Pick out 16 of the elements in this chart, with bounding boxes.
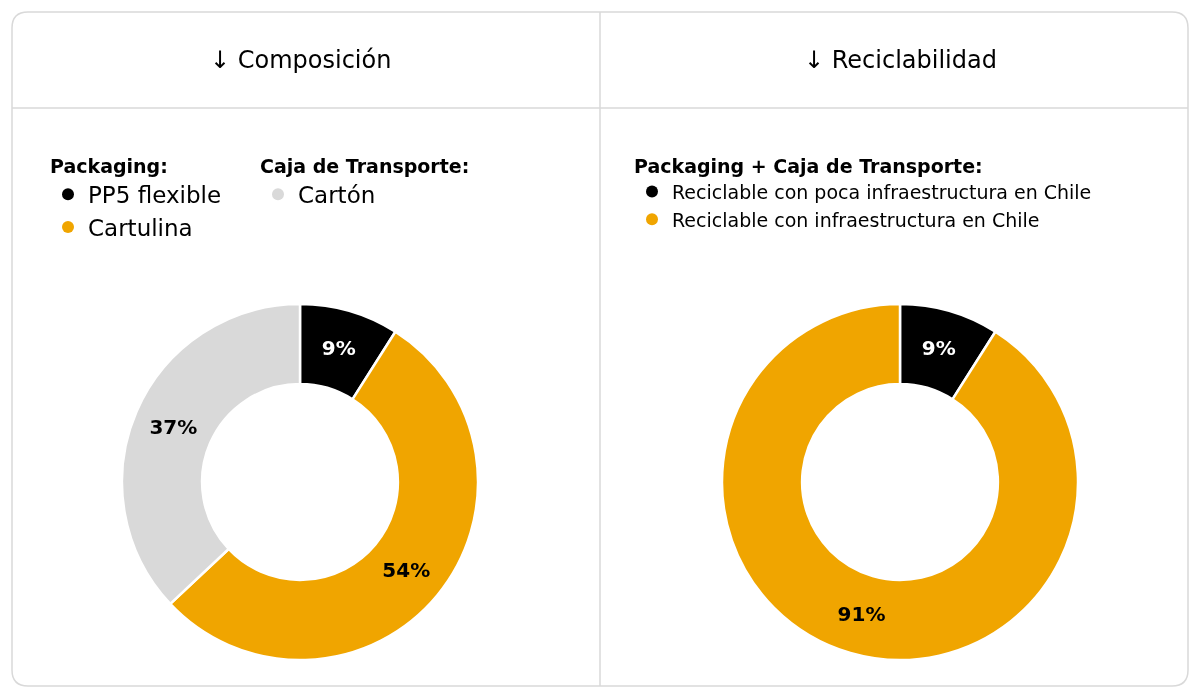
data-label: 91% [837,602,886,627]
chart-title: ↓ Composición [210,46,392,74]
text: Caja de Transporte: [260,154,470,177]
legend-title: Packaging: [50,154,168,177]
legend-label: Cartulina [88,215,193,242]
chart-title: ↓ Reciclabilidad [804,46,997,74]
data-label: 54% [382,557,431,582]
legend-label: Reciclable con infraestructura en Chile [672,208,1040,231]
legend-label: Reciclable con poca infraestructura en Chile [672,180,1092,203]
data-label: 37% [149,415,198,440]
legend-title: Packaging + Caja de Transporte: [634,154,983,177]
data-label: 9% [921,336,956,361]
donut-slice [720,302,1080,662]
legend-label: PP5 flexible [88,182,222,209]
data-label: 9% [321,336,356,361]
legend-label: Cartón [298,182,376,209]
